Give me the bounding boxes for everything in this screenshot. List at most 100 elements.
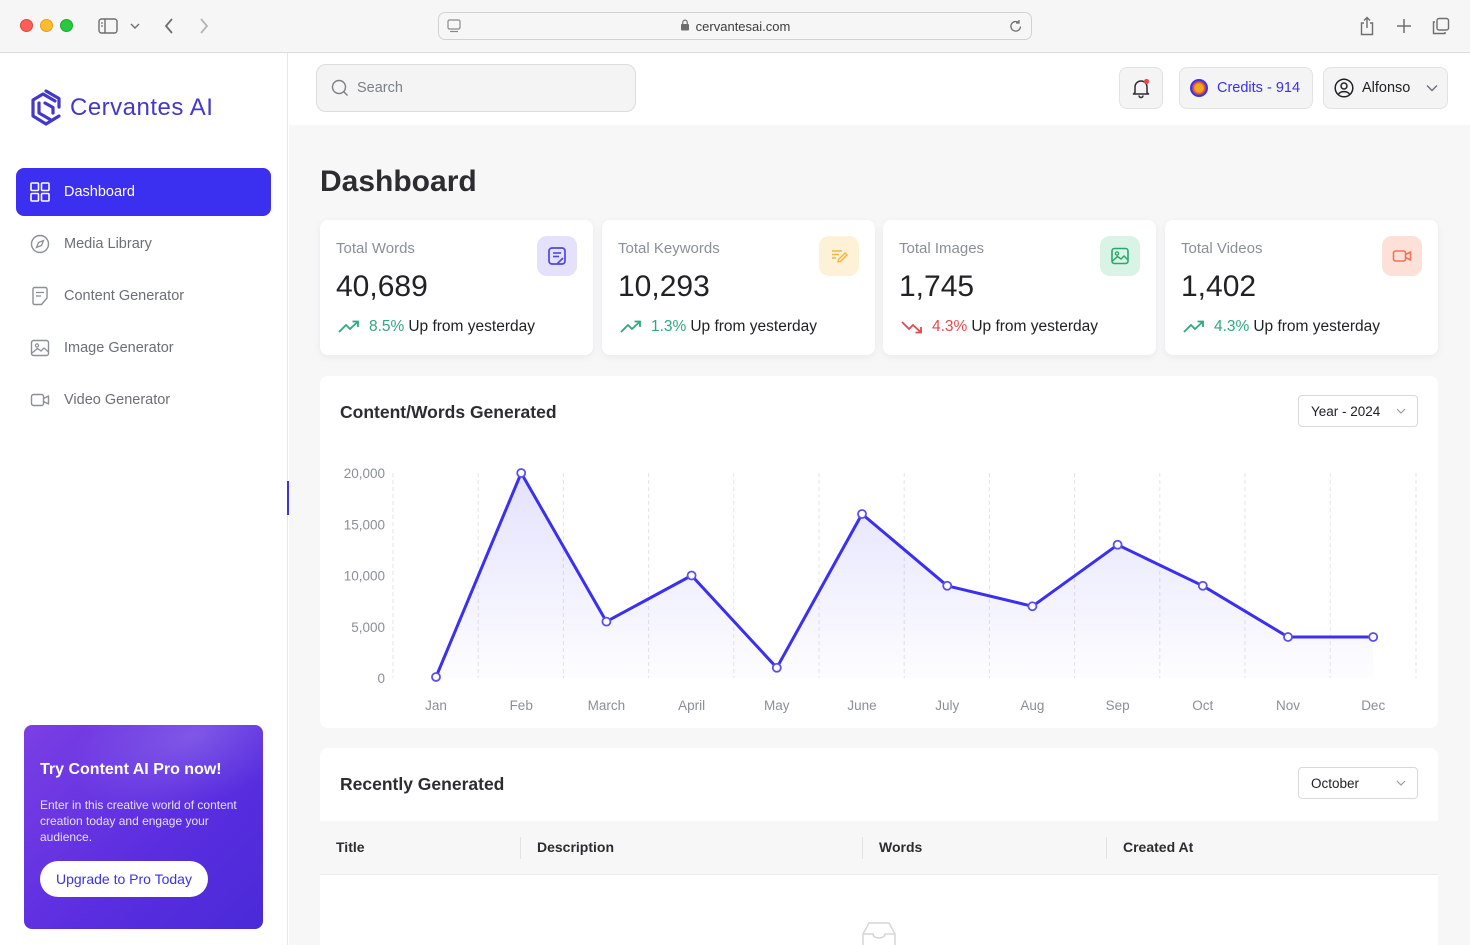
trend-up-icon bbox=[620, 320, 642, 334]
maximize-window-button[interactable] bbox=[60, 19, 73, 32]
compass-icon bbox=[30, 234, 50, 254]
forward-icon[interactable] bbox=[195, 14, 213, 38]
month-select[interactable]: October bbox=[1298, 767, 1418, 799]
y-tick-label: 5,000 bbox=[351, 620, 385, 635]
chart-data-point[interactable] bbox=[1112, 539, 1123, 550]
user-menu[interactable]: Alfonso bbox=[1323, 67, 1448, 109]
stat-label: Total Keywords bbox=[618, 240, 720, 257]
year-select[interactable]: Year - 2024 bbox=[1298, 395, 1418, 427]
trend-up-icon bbox=[1183, 320, 1205, 334]
chart-data-point[interactable] bbox=[857, 509, 867, 519]
logo-icon bbox=[31, 89, 61, 126]
browser-toolbar: cervantesai.com bbox=[0, 0, 1470, 53]
stat-label: Total Words bbox=[336, 240, 415, 257]
trend-down-icon bbox=[901, 320, 923, 334]
sidebar: Cervantes AI Dashboard Media Library Con… bbox=[0, 53, 288, 945]
promo-title: Try Content AI Pro now! bbox=[40, 761, 222, 778]
x-tick-label: Feb bbox=[510, 698, 533, 713]
sidebar-item-image-generator[interactable]: Image Generator bbox=[16, 324, 271, 372]
chevron-down-icon[interactable] bbox=[128, 14, 142, 38]
x-tick-label: Sep bbox=[1106, 698, 1130, 713]
x-tick-label: April bbox=[678, 698, 705, 713]
chart-data-point[interactable] bbox=[1368, 632, 1379, 642]
column-title[interactable]: Title bbox=[336, 839, 365, 855]
notifications-button[interactable] bbox=[1119, 67, 1163, 109]
x-tick-label: Dec bbox=[1361, 698, 1385, 713]
content-chart: 0 5,000 10,000 15,000 20,000 Jan Feb March April… bbox=[344, 466, 1417, 713]
coin-icon bbox=[1190, 79, 1208, 97]
tab-overview-icon[interactable] bbox=[1430, 14, 1452, 38]
credits-label: Credits - 914 bbox=[1217, 80, 1301, 96]
chart-area-fill bbox=[436, 473, 1374, 678]
search-icon bbox=[331, 79, 348, 96]
chevron-down-icon bbox=[1426, 85, 1438, 92]
sidebar-item-label: Video Generator bbox=[64, 392, 171, 408]
column-created-at[interactable]: Created At bbox=[1123, 839, 1194, 855]
bell-icon bbox=[1132, 78, 1150, 99]
column-divider bbox=[520, 837, 521, 859]
y-tick-label: 10,000 bbox=[344, 569, 385, 584]
brand-name: Cervantes AI bbox=[70, 94, 214, 121]
stat-trend: 4.3% Up from yesterday bbox=[1183, 318, 1380, 336]
sidebar-item-content-generator[interactable]: Content Generator bbox=[16, 272, 271, 320]
column-description[interactable]: Description bbox=[537, 839, 615, 855]
chart-data-point[interactable] bbox=[516, 468, 527, 478]
image-icon bbox=[1100, 236, 1140, 276]
month-select-value: October bbox=[1311, 775, 1360, 791]
stat-label: Total Videos bbox=[1181, 240, 1263, 257]
document-icon bbox=[30, 286, 50, 306]
chart-data-point[interactable] bbox=[1283, 632, 1293, 642]
chevron-down-icon bbox=[1396, 780, 1406, 786]
sidebar-item-label: Media Library bbox=[64, 236, 152, 252]
empty-inbox-icon bbox=[862, 922, 896, 945]
sidebar-item-video-generator[interactable]: Video Generator bbox=[16, 376, 271, 424]
search-box[interactable] bbox=[316, 64, 636, 112]
stat-card-videos: Total Videos 1,402 4.3% Up from yesterday bbox=[1165, 220, 1438, 355]
chart-data-point[interactable] bbox=[942, 580, 953, 591]
brand-logo[interactable]: Cervantes AI bbox=[30, 89, 213, 127]
sidebar-item-dashboard[interactable]: Dashboard bbox=[16, 168, 271, 216]
sidebar-item-media-library[interactable]: Media Library bbox=[16, 220, 271, 268]
chart-series-line bbox=[434, 471, 1374, 678]
y-tick-label: 15,000 bbox=[344, 517, 385, 532]
x-tick-label: July bbox=[935, 698, 959, 713]
chart-data-point[interactable] bbox=[601, 616, 612, 627]
chart-data-point[interactable] bbox=[771, 662, 782, 673]
close-window-button[interactable] bbox=[20, 19, 33, 32]
stat-label: Total Images bbox=[899, 240, 985, 257]
chart-data-point[interactable] bbox=[1197, 580, 1208, 591]
stat-trend: 8.5% Up from yesterday bbox=[338, 318, 535, 336]
credits-button[interactable]: Credits - 914 bbox=[1179, 67, 1313, 109]
year-select-value: Year - 2024 bbox=[1311, 403, 1381, 419]
address-bar[interactable]: cervantesai.com bbox=[438, 12, 1032, 40]
share-icon[interactable] bbox=[1356, 14, 1378, 38]
upgrade-button[interactable]: Upgrade to Pro Today bbox=[40, 861, 208, 897]
x-tick-label: June bbox=[847, 698, 876, 713]
reload-icon[interactable] bbox=[1009, 18, 1023, 37]
stat-percent: 1.3% bbox=[651, 318, 687, 335]
chart-data-point[interactable] bbox=[1027, 601, 1038, 612]
sidebar-item-label: Content Generator bbox=[64, 288, 185, 304]
stat-value: 1,402 bbox=[1181, 270, 1257, 303]
column-divider bbox=[862, 837, 863, 859]
minimize-window-button[interactable] bbox=[40, 19, 53, 32]
sidebar-item-label: Image Generator bbox=[64, 340, 174, 356]
recent-card: Recently Generated October Title Descrip… bbox=[320, 748, 1438, 945]
stat-trend-text: Up from yesterday bbox=[690, 318, 817, 335]
back-icon[interactable] bbox=[160, 14, 178, 38]
chart-data-point[interactable] bbox=[686, 570, 697, 581]
x-tick-label: Nov bbox=[1276, 698, 1300, 713]
stat-trend-text: Up from yesterday bbox=[408, 318, 535, 335]
chevron-down-icon bbox=[1396, 408, 1406, 414]
column-words[interactable]: Words bbox=[879, 839, 923, 855]
stat-trend-text: Up from yesterday bbox=[1253, 318, 1380, 335]
search-input[interactable] bbox=[357, 80, 617, 96]
new-tab-icon[interactable] bbox=[1393, 14, 1415, 38]
stat-card-keywords: Total Keywords 10,293 1.3% Up from yesterda… bbox=[602, 220, 875, 355]
chart-data-point[interactable] bbox=[431, 672, 441, 682]
sidebar-toggle-icon[interactable] bbox=[96, 14, 120, 38]
page-icon bbox=[447, 19, 461, 36]
main-content: Credits - 914 Alfonso Dashboard Total Wo… bbox=[289, 53, 1470, 945]
video-icon bbox=[30, 390, 50, 410]
x-tick-label: May bbox=[764, 698, 790, 713]
